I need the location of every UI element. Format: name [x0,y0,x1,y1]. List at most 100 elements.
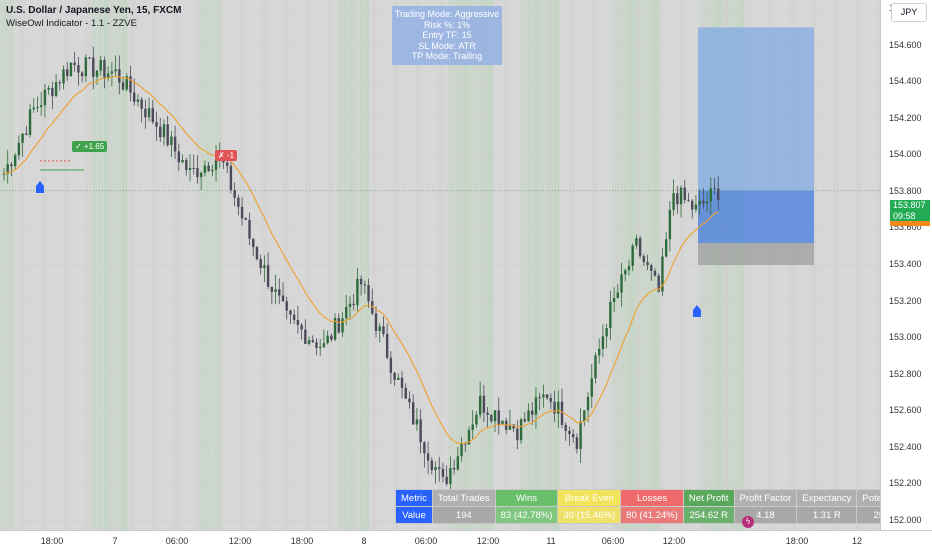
candle-body [266,265,270,287]
candle-body [676,193,679,205]
y-tick-label: 154.000 [889,149,922,160]
x-tick-label: 12 [851,536,863,546]
candle-body [315,342,318,349]
candle-body [616,292,619,298]
candle-body [709,188,712,202]
candle-body [359,278,363,285]
hdr-wins: Wins [494,489,559,507]
candle-body [32,107,35,110]
info-tp-mode: TP Mode: Trailing [411,51,483,61]
candle-body [319,346,322,349]
currency-button[interactable]: JPY [891,3,927,22]
indicator-title[interactable]: WiseOwl Indicator - 1.1 - ZZVE [6,18,137,29]
candle-body [155,122,158,127]
candle-body [333,318,337,340]
candle-body [348,303,352,307]
hdr-metric: Metric [395,489,433,507]
candle-body [285,301,288,311]
y-tick-label: 152.400 [889,441,922,452]
val-expectancy: 1.31 R [796,506,858,524]
candle-body [28,109,32,135]
candle-body [624,270,627,275]
candle-body [672,193,675,210]
candle-body [133,92,136,102]
candle-body [88,57,91,59]
candle-body [159,126,162,138]
stats-value-row: Value 194 83 (42.78%) 30 (15.46%) 80 (41… [395,506,880,524]
candle-body [452,467,456,470]
win-trade-tag[interactable]: ✓ +1.65 [72,141,108,152]
price-axis[interactable]: 154.800154.600154.400154.200154.000153.8… [880,0,932,530]
candle-body [84,57,88,77]
candle-body [374,313,378,332]
x-tick-label: 06:00 [601,536,625,546]
candle-body [705,201,709,204]
candle-body [144,108,147,118]
y-tick-label: 154.400 [889,76,922,87]
candle-body [445,476,448,484]
candle-body [553,401,556,414]
x-tick-label: 7 [112,536,118,546]
candle-body [482,395,486,413]
candle-body [371,301,374,314]
candle-body [17,142,21,156]
val-potential-gain: 254.62% [856,506,880,524]
candle-body [363,284,367,286]
candle-body [631,245,634,266]
hdr-losses: Losses [620,489,684,507]
stats-header-row: Metric Total Trades Wins Break Even Loss… [395,489,880,507]
candle-body [430,460,433,471]
candle-body [367,285,370,302]
candle-body [211,169,214,172]
candle-body [162,124,166,138]
hdr-break-even: Break Even [557,489,622,507]
candle-body [564,424,567,431]
candle-body [196,167,199,178]
x-tick-label: 18:00 [40,536,64,546]
info-trading-mode: Trading Mode: Aggressive [394,9,500,19]
candle-body [103,60,106,78]
candle-body [385,333,389,358]
candle-body [40,105,43,108]
chart-plot-area[interactable]: U.S. Dollar / Japanese Yen, 15, FXCM Wis… [0,0,880,530]
candle-body [270,286,274,292]
candle-body [341,318,344,333]
candle-body [497,410,500,425]
candle-body [486,412,489,415]
candle-body [698,200,701,205]
candle-body [185,159,188,171]
candle-body [173,136,177,152]
time-axis[interactable]: 18:00 7 06:00 12:00 18:00 8 06:00 12:00 11 06:00 1… [0,530,932,551]
candle-body [304,329,307,344]
candle-body [66,69,69,77]
y-tick-label: 153.400 [889,259,922,269]
loss-trade-tag[interactable]: ✗ -1 [215,150,238,161]
x-tick-label: 12:00 [662,536,686,546]
candle-body [307,340,311,344]
candle-body [289,310,292,315]
y-tick-label: 154.600 [889,39,922,50]
candle-body [337,318,340,333]
candle-body [73,62,76,66]
candle-body [99,60,102,71]
candle-body [586,396,590,411]
candle-body [47,87,50,90]
candle-body [114,69,117,72]
val-net-profit: 254.62 R [682,506,735,524]
stats-table: Metric Total Trades Wins Break Even Loss… [395,489,880,524]
candle-body [166,124,169,146]
x-tick-label: 12:00 [228,536,252,546]
candle-body [557,401,560,414]
candle-body [475,414,478,425]
candle-body [140,99,143,109]
candle-body [326,335,329,344]
price-chart[interactable] [0,0,880,530]
candle-body [54,82,58,97]
candle-body [560,401,564,425]
candle-body [404,387,407,399]
candle-body [106,73,110,78]
candle-body [311,340,314,343]
candle-body [650,265,653,271]
lightning-icon[interactable]: ϟ [742,516,754,528]
candle-body [80,72,84,77]
